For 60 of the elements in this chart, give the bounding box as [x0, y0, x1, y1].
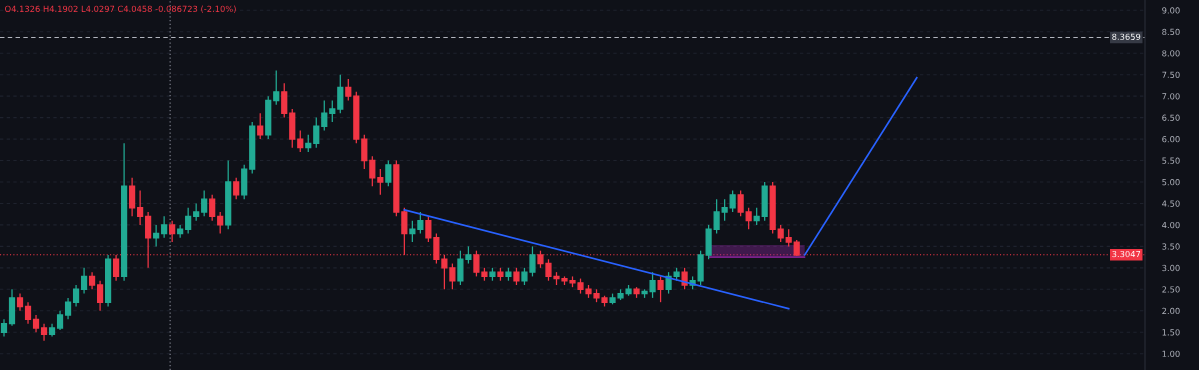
candlestick [345, 78, 352, 102]
annotation: O4.1326 H4.1902 L4.0297 C4.0458 -0.086723 (-2.10%) [5, 5, 236, 13]
candlestick [161, 215, 168, 239]
y-tick-label: 2.50 [1162, 286, 1180, 293]
candlestick [233, 177, 240, 200]
y-tick-label: 6.00 [1162, 136, 1180, 143]
candlestick [185, 207, 192, 235]
candlestick [657, 275, 664, 303]
y-tick-label: 7.50 [1162, 71, 1180, 78]
candlestick [369, 155, 376, 187]
y-tick-label: 3.50 [1162, 243, 1180, 250]
candlestick [329, 99, 336, 123]
y-tick-label: 5.00 [1162, 178, 1180, 186]
candlestick [321, 99, 328, 132]
y-tick-label: 6.50 [1162, 114, 1180, 121]
candlestick [313, 116, 320, 149]
y-tick-label: 3.00 [1162, 264, 1180, 272]
candlestick [417, 211, 424, 235]
y-tick-label: 4.50 [1162, 200, 1180, 207]
candlestick [721, 198, 728, 222]
candlestick [217, 211, 224, 235]
y-tick-label: 2.00 [1162, 307, 1180, 315]
y-tick-label: 5.50 [1162, 157, 1180, 164]
candlestick [385, 159, 392, 187]
candlestick [129, 177, 136, 217]
candlestick [449, 262, 456, 290]
ref-line-label: 8.3659 [1112, 33, 1141, 40]
candlestick [377, 168, 384, 196]
candlestick [337, 74, 344, 114]
candlestick [713, 198, 720, 235]
y-tick-label: 1.00 [1162, 350, 1180, 357]
y-tick-label: 1.50 [1162, 329, 1180, 336]
ref-line-label: 3.3047 [1112, 250, 1141, 258]
candlestick [297, 129, 304, 153]
y-tick-label: 4.00 [1162, 221, 1180, 229]
candlestick [153, 224, 160, 248]
candlestick [209, 194, 216, 222]
y-tick-label: 9.00 [1162, 7, 1180, 14]
candlestick [737, 189, 744, 217]
y-tick-label: 8.50 [1162, 28, 1180, 36]
candlestick [257, 112, 264, 140]
candlestick [80, 267, 88, 295]
candlestick [281, 82, 288, 119]
candlestick [137, 189, 144, 226]
candlestick [169, 220, 176, 243]
y-tick-label: 8.00 [1162, 50, 1180, 57]
candlestick [72, 284, 80, 308]
candlestick [96, 280, 104, 312]
candlestick [409, 220, 416, 243]
candlestick [56, 310, 64, 331]
candlestick [745, 207, 752, 230]
candlestick [64, 297, 72, 320]
candlestick [457, 250, 464, 286]
y-tick-label: 7.00 [1162, 93, 1180, 100]
candlestick [361, 134, 368, 170]
candlestick [273, 69, 280, 106]
candlestick [729, 189, 736, 213]
candlestick [24, 301, 32, 325]
candlestick [425, 215, 432, 243]
candlestick [201, 189, 208, 217]
